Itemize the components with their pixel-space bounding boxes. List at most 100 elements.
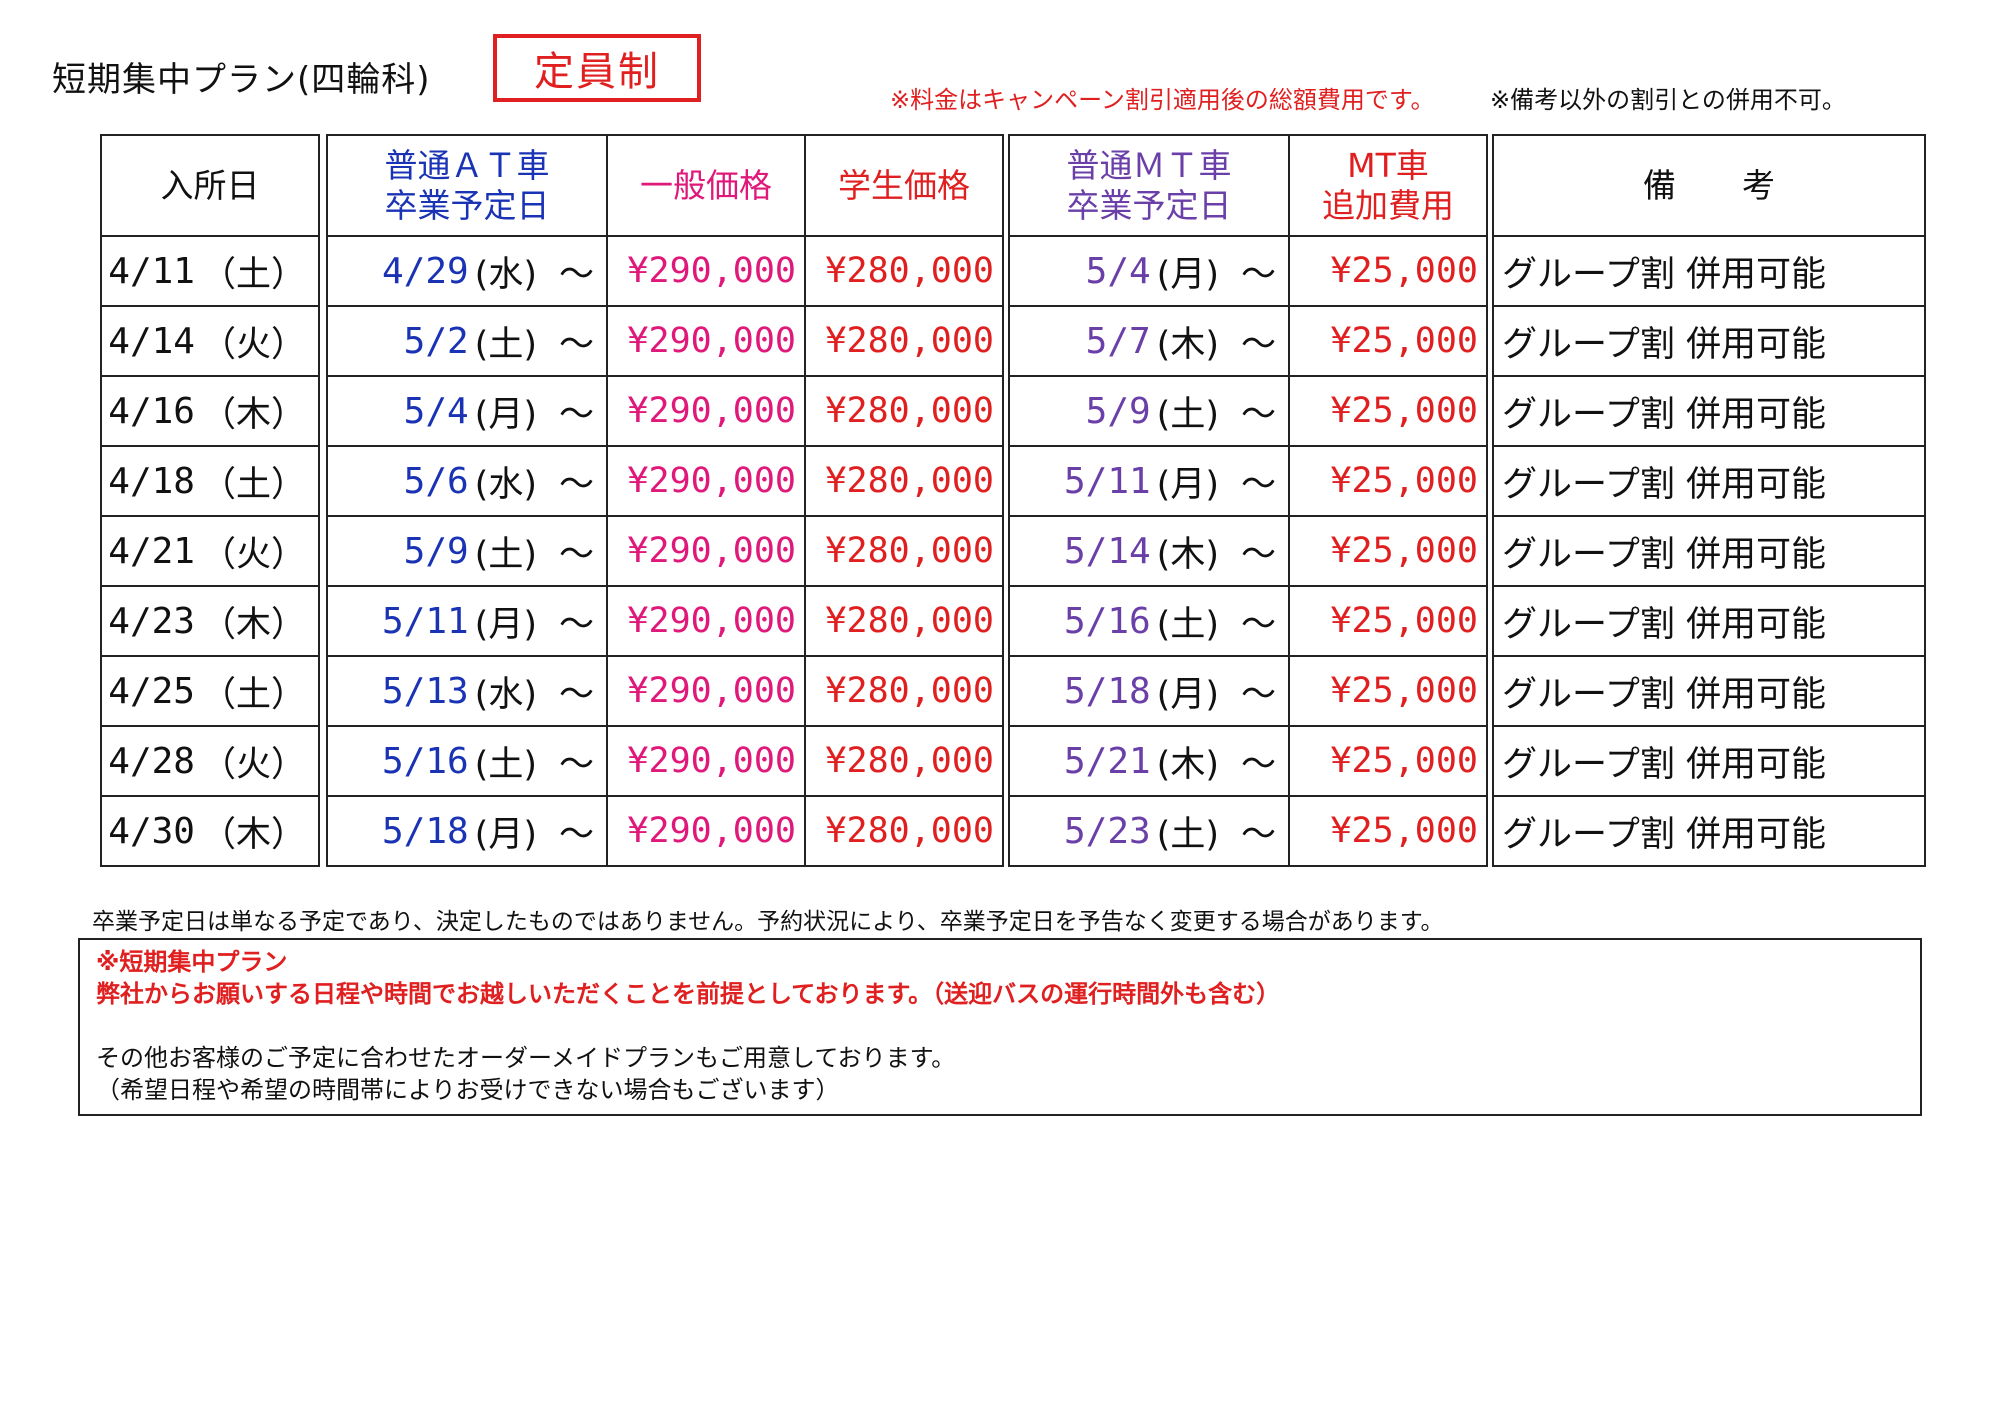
entry-date-cell: 4/30 （木） — [100, 795, 320, 867]
remark-cell: グループ割 併用可能 — [1492, 445, 1926, 517]
table-row: 5/4 (月) ～ ¥290,000 ¥280,000 — [326, 375, 1004, 447]
general-price-cell: ¥290,000 — [606, 795, 806, 867]
at-graduation-cell: 4/29 (水) ～ — [326, 235, 608, 307]
table-row: グループ割 併用可能 — [1492, 585, 1926, 657]
student-price-cell: ¥280,000 — [804, 725, 1004, 797]
at-schedule-table: 普通ＡＴ車 卒業予定日 一般価格 学生価格 4/29 (水) ～ ¥290,000 ¥2… — [326, 134, 1004, 867]
at-graduation-cell: 5/6 (水) ～ — [326, 445, 608, 517]
mt-tilde: ～ — [1240, 674, 1276, 715]
student-price-cell: ¥280,000 — [804, 515, 1004, 587]
entry-date: 4/11 （土） — [103, 246, 317, 297]
entry-weekday: （土） — [200, 674, 306, 715]
entry-date-cell: 4/23 （木） — [100, 585, 320, 657]
mt-extra-cost-cell: ¥25,000 — [1288, 725, 1488, 797]
plan-line-2: （希望日程や希望の時間帯によりお受けできない場合もございます） — [96, 1076, 840, 1104]
general-price-cell: ¥290,000 — [606, 515, 806, 587]
header-mt-graduation-line1: 普通ＭＴ車 — [1066, 145, 1232, 185]
mt-date-value: 5/18 — [1063, 670, 1151, 712]
mt-tilde: ～ — [1240, 534, 1276, 575]
price-note: ※料金はキャンペーン割引適用後の総額費用です。 — [890, 86, 1435, 114]
entry-weekday: （火） — [200, 534, 306, 575]
table-row: 5/13 (水) ～ ¥290,000 ¥280,000 — [326, 655, 1004, 727]
table-row: 4/28 （火） — [100, 725, 320, 797]
entry-date-value: 4/30 — [108, 810, 195, 852]
entry-weekday: （木） — [200, 604, 306, 645]
mt-weekday: (土) — [1156, 814, 1219, 855]
at-weekday: (土) — [474, 744, 537, 785]
mt-tilde: ～ — [1240, 324, 1276, 365]
entry-date: 4/30 （木） — [103, 806, 317, 857]
student-price-cell: ¥280,000 — [804, 795, 1004, 867]
at-date-value: 5/9 — [403, 530, 469, 572]
at-date-value: 5/4 — [403, 390, 469, 432]
header-at-graduation-line2: 卒業予定日 — [384, 185, 550, 225]
at-date-value: 5/13 — [381, 670, 469, 712]
remark-cell: グループ割 併用可能 — [1492, 585, 1926, 657]
table-row: 5/16 (土) ～ ¥25,000 — [1008, 585, 1488, 657]
table-row: グループ割 併用可能 — [1492, 795, 1926, 867]
table-row: 4/23 （木） — [100, 585, 320, 657]
mt-date-value: 5/23 — [1063, 810, 1151, 852]
mt-graduation-date: 5/9 (土) ～ — [1011, 386, 1287, 437]
table-row: 5/21 (木) ～ ¥25,000 — [1008, 725, 1488, 797]
discount-note: ※備考以外の割引との併用不可。 — [1490, 86, 1846, 114]
mt-graduation-date: 5/23 (土) ～ — [1011, 806, 1287, 857]
table-row: 5/11 (月) ～ ¥25,000 — [1008, 445, 1488, 517]
table-row: グループ割 併用可能 — [1492, 375, 1926, 447]
at-graduation-date: 5/4 (月) ～ — [329, 386, 605, 437]
entry-date-value: 4/25 — [108, 670, 195, 712]
general-price-cell: ¥290,000 — [606, 725, 806, 797]
mt-graduation-cell: 5/4 (月) ～ — [1008, 235, 1290, 307]
table-row: 4/25 （土） — [100, 655, 320, 727]
at-weekday: (水) — [474, 674, 537, 715]
at-weekday: (水) — [474, 464, 537, 505]
table-row: 5/11 (月) ～ ¥290,000 ¥280,000 — [326, 585, 1004, 657]
mt-graduation-cell: 5/16 (土) ～ — [1008, 585, 1290, 657]
at-graduation-date: 5/6 (水) ～ — [329, 456, 605, 507]
header-mt-graduation-line2: 卒業予定日 — [1066, 185, 1232, 225]
mt-graduation-cell: 5/18 (月) ～ — [1008, 655, 1290, 727]
at-graduation-date: 5/2 (土) ～ — [329, 316, 605, 367]
at-tilde: ～ — [558, 604, 594, 645]
entry-date-value: 4/28 — [108, 740, 195, 782]
mt-weekday: (土) — [1156, 604, 1219, 645]
entry-date-value: 4/21 — [108, 530, 195, 572]
mt-graduation-date: 5/4 (月) ～ — [1011, 246, 1287, 297]
at-tilde: ～ — [558, 464, 594, 505]
entry-date: 4/14 （火） — [103, 316, 317, 367]
general-price-cell: ¥290,000 — [606, 445, 806, 517]
entry-weekday: （土） — [200, 254, 306, 295]
at-tilde: ～ — [558, 534, 594, 575]
at-weekday: (月) — [474, 604, 537, 645]
general-price-cell: ¥290,000 — [606, 305, 806, 377]
at-graduation-cell: 5/18 (月) ～ — [326, 795, 608, 867]
entry-date-table: 入所日 4/11 （土） 4/14 （火） 4/16 （木） 4/18 （土） 4/21 （火） 4… — [100, 134, 320, 867]
entry-date: 4/21 （火） — [103, 526, 317, 577]
table-row: グループ割 併用可能 — [1492, 235, 1926, 307]
mt-date-value: 5/4 — [1085, 250, 1151, 292]
table-row: 4/11 （土） — [100, 235, 320, 307]
at-weekday: (土) — [474, 324, 537, 365]
entry-weekday: （火） — [200, 324, 306, 365]
entry-date-cell: 4/14 （火） — [100, 305, 320, 377]
mt-graduation-cell: 5/23 (土) ～ — [1008, 795, 1290, 867]
header-at-graduation-line1: 普通ＡＴ車 — [384, 145, 550, 185]
mt-weekday: (木) — [1156, 534, 1219, 575]
mt-extra-cost-cell: ¥25,000 — [1288, 585, 1488, 657]
student-price-cell: ¥280,000 — [804, 445, 1004, 517]
at-date-value: 4/29 — [381, 250, 469, 292]
at-graduation-cell: 5/4 (月) ～ — [326, 375, 608, 447]
table-row: 5/9 (土) ～ ¥25,000 — [1008, 375, 1488, 447]
table-row: 5/6 (水) ～ ¥290,000 ¥280,000 — [326, 445, 1004, 517]
mt-tilde: ～ — [1240, 464, 1276, 505]
header-mt-extra-line1: MT車 — [1347, 145, 1429, 185]
mt-extra-cost-cell: ¥25,000 — [1288, 515, 1488, 587]
remark-cell: グループ割 併用可能 — [1492, 375, 1926, 447]
at-tilde: ～ — [558, 394, 594, 435]
student-price-cell: ¥280,000 — [804, 235, 1004, 307]
at-date-value: 5/6 — [403, 460, 469, 502]
general-price-cell: ¥290,000 — [606, 235, 806, 307]
table-row: 5/18 (月) ～ ¥25,000 — [1008, 655, 1488, 727]
at-weekday: (月) — [474, 394, 537, 435]
student-price-cell: ¥280,000 — [804, 655, 1004, 727]
